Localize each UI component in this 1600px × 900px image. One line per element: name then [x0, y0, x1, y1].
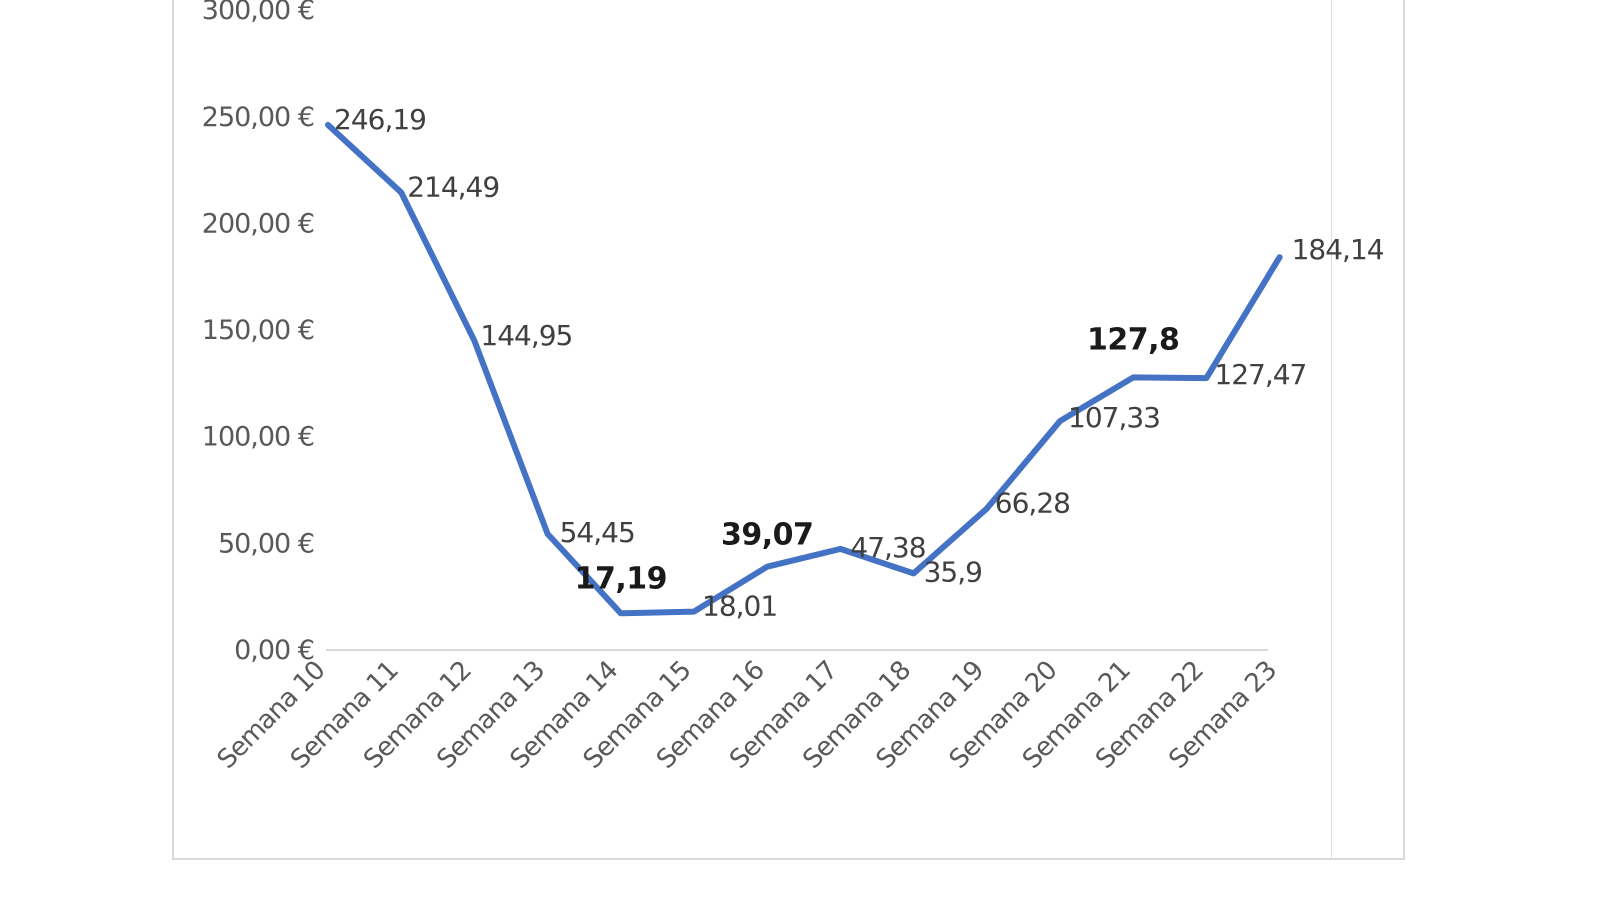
data-label: 54,45: [560, 516, 635, 549]
data-label: 18,01: [702, 590, 777, 623]
series-line: [325, 121, 1283, 617]
data-label: 17,19: [575, 561, 667, 596]
data-label: 66,28: [995, 487, 1070, 520]
data-label: 214,49: [407, 170, 499, 203]
y-tick-label: 50,00 €: [218, 528, 314, 559]
data-label: 35,9: [924, 555, 982, 588]
data-label: 127,47: [1214, 358, 1306, 391]
y-tick-label: 100,00 €: [202, 422, 314, 453]
data-label: 246,19: [334, 103, 426, 136]
data-label: 144,95: [480, 319, 572, 352]
data-label: 184,14: [1292, 233, 1384, 266]
y-tick-label: 0,00 €: [234, 635, 314, 666]
chart-frame-inner-edge: [1331, 0, 1332, 858]
data-label: 39,07: [721, 518, 813, 553]
data-label: 127,8: [1087, 322, 1179, 357]
y-tick-label: 250,00 €: [202, 102, 314, 133]
y-axis: 0,00 € 50,00 € 100,00 € 150,00 € 200,00 € 250…: [202, 0, 315, 666]
y-tick-label: 300,00 €: [202, 0, 314, 26]
data-label: 107,33: [1068, 401, 1160, 434]
data-label: 47,38: [850, 531, 925, 564]
y-tick-label: 150,00 €: [202, 315, 314, 346]
data-labels: 246,19 214,49 144,95 54,45 17,19 18,01 39,07 47…: [334, 103, 1385, 623]
y-tick-label: 200,00 €: [202, 208, 314, 239]
chart-frame: [172, 0, 1405, 860]
